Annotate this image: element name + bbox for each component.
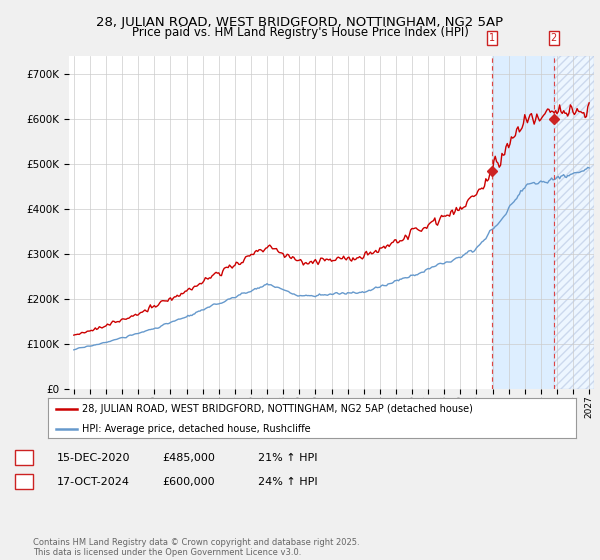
Text: 21% ↑ HPI: 21% ↑ HPI <box>258 452 317 463</box>
Text: 2: 2 <box>550 32 557 43</box>
Text: 1: 1 <box>489 32 495 43</box>
Text: 24% ↑ HPI: 24% ↑ HPI <box>258 477 317 487</box>
Text: HPI: Average price, detached house, Rushcliffe: HPI: Average price, detached house, Rush… <box>82 424 311 434</box>
Bar <box>492 56 554 389</box>
Text: 2: 2 <box>20 477 28 487</box>
Text: Contains HM Land Registry data © Crown copyright and database right 2025.
This d: Contains HM Land Registry data © Crown c… <box>33 538 359 557</box>
Text: 15-DEC-2020: 15-DEC-2020 <box>57 452 131 463</box>
Text: 28, JULIAN ROAD, WEST BRIDGFORD, NOTTINGHAM, NG2 5AP (detached house): 28, JULIAN ROAD, WEST BRIDGFORD, NOTTING… <box>82 404 473 414</box>
Text: £485,000: £485,000 <box>162 452 215 463</box>
Text: £600,000: £600,000 <box>162 477 215 487</box>
Text: 1: 1 <box>20 452 28 463</box>
Bar <box>554 56 594 389</box>
Text: Price paid vs. HM Land Registry's House Price Index (HPI): Price paid vs. HM Land Registry's House … <box>131 26 469 39</box>
Text: 28, JULIAN ROAD, WEST BRIDGFORD, NOTTINGHAM, NG2 5AP: 28, JULIAN ROAD, WEST BRIDGFORD, NOTTING… <box>97 16 503 29</box>
Text: 17-OCT-2024: 17-OCT-2024 <box>57 477 130 487</box>
